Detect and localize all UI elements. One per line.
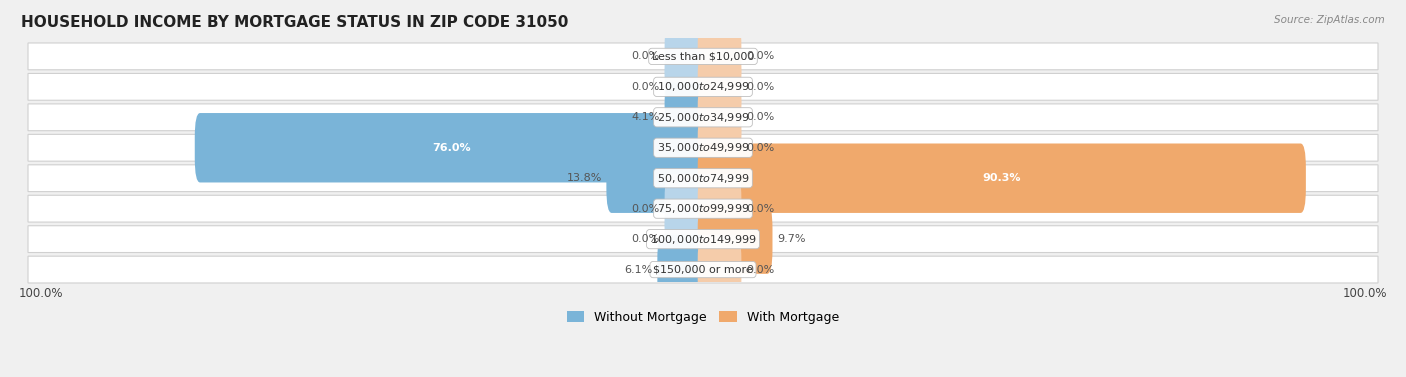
Text: 6.1%: 6.1%: [624, 265, 652, 274]
Text: 4.1%: 4.1%: [631, 112, 659, 122]
FancyBboxPatch shape: [665, 83, 709, 152]
FancyBboxPatch shape: [658, 235, 709, 304]
Text: 0.0%: 0.0%: [631, 51, 659, 61]
Text: $50,000 to $74,999: $50,000 to $74,999: [657, 172, 749, 185]
Text: $75,000 to $99,999: $75,000 to $99,999: [657, 202, 749, 215]
FancyBboxPatch shape: [697, 21, 741, 91]
FancyBboxPatch shape: [28, 43, 1378, 70]
Text: Less than $10,000: Less than $10,000: [652, 51, 754, 61]
Text: $100,000 to $149,999: $100,000 to $149,999: [650, 233, 756, 246]
Text: 0.0%: 0.0%: [747, 143, 775, 153]
Text: 0.0%: 0.0%: [631, 234, 659, 244]
Text: 76.0%: 76.0%: [432, 143, 471, 153]
Text: 0.0%: 0.0%: [747, 204, 775, 214]
FancyBboxPatch shape: [28, 256, 1378, 283]
FancyBboxPatch shape: [665, 174, 709, 244]
FancyBboxPatch shape: [28, 74, 1378, 100]
FancyBboxPatch shape: [665, 204, 709, 274]
Text: $35,000 to $49,999: $35,000 to $49,999: [657, 141, 749, 154]
FancyBboxPatch shape: [697, 83, 741, 152]
Text: 90.3%: 90.3%: [983, 173, 1021, 183]
FancyBboxPatch shape: [697, 235, 741, 304]
Legend: Without Mortgage, With Mortgage: Without Mortgage, With Mortgage: [562, 306, 844, 329]
FancyBboxPatch shape: [606, 144, 709, 213]
Text: 13.8%: 13.8%: [567, 173, 602, 183]
Text: 9.7%: 9.7%: [778, 234, 806, 244]
FancyBboxPatch shape: [697, 52, 741, 121]
FancyBboxPatch shape: [665, 21, 709, 91]
FancyBboxPatch shape: [195, 113, 709, 182]
Text: 0.0%: 0.0%: [747, 82, 775, 92]
Text: Source: ZipAtlas.com: Source: ZipAtlas.com: [1274, 15, 1385, 25]
FancyBboxPatch shape: [697, 174, 741, 244]
FancyBboxPatch shape: [28, 165, 1378, 192]
Text: 0.0%: 0.0%: [747, 51, 775, 61]
Text: $150,000 or more: $150,000 or more: [654, 265, 752, 274]
FancyBboxPatch shape: [28, 134, 1378, 161]
Text: 0.0%: 0.0%: [631, 204, 659, 214]
FancyBboxPatch shape: [697, 144, 1306, 213]
FancyBboxPatch shape: [28, 195, 1378, 222]
Text: 0.0%: 0.0%: [631, 82, 659, 92]
Text: 0.0%: 0.0%: [747, 112, 775, 122]
FancyBboxPatch shape: [697, 204, 772, 274]
FancyBboxPatch shape: [697, 113, 741, 182]
FancyBboxPatch shape: [28, 104, 1378, 131]
Text: $10,000 to $24,999: $10,000 to $24,999: [657, 80, 749, 93]
Text: 0.0%: 0.0%: [747, 265, 775, 274]
FancyBboxPatch shape: [665, 52, 709, 121]
Text: HOUSEHOLD INCOME BY MORTGAGE STATUS IN ZIP CODE 31050: HOUSEHOLD INCOME BY MORTGAGE STATUS IN Z…: [21, 15, 569, 30]
Text: $25,000 to $34,999: $25,000 to $34,999: [657, 111, 749, 124]
FancyBboxPatch shape: [28, 226, 1378, 253]
